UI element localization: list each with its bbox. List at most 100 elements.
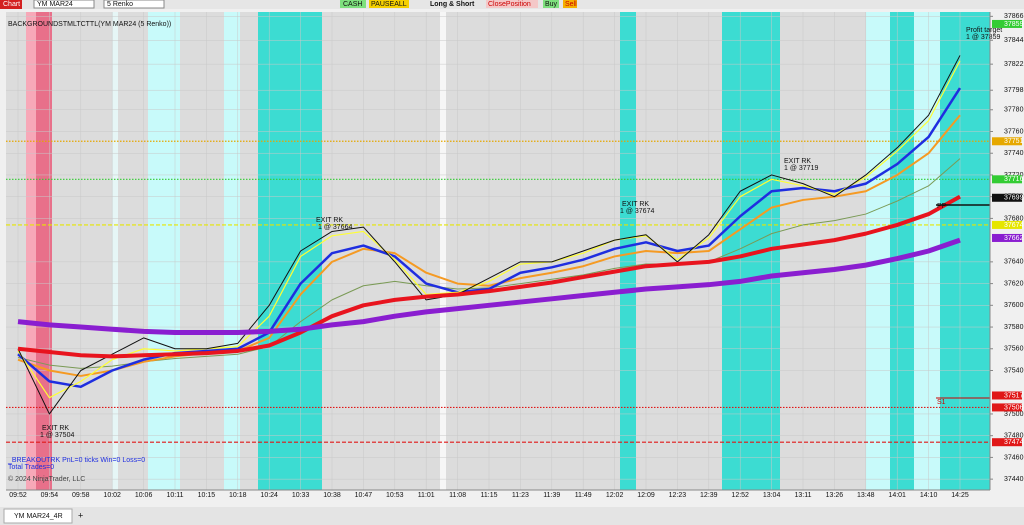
x-tick-label: 10:15 [198,492,216,499]
annotation-detail: 1 @ 37504 [40,432,74,439]
level-badge [992,137,1022,146]
band [722,12,780,490]
y-tick-label: 37600 [1004,302,1024,309]
x-tick-label: 10:24 [260,492,278,499]
annotation-title: EXIT RK [784,158,811,165]
level-badge [992,391,1022,400]
axis-labels: 37440 37460 37480 37500 37540 37560 37580 37600… [9,13,1023,499]
close-button[interactable] [486,0,538,8]
x-tick-label: 14:25 [951,492,969,499]
sell-button[interactable] [563,0,577,8]
band [620,12,636,490]
level-badge [992,193,1022,202]
instrument-select[interactable] [33,0,95,9]
y-tick-label: 37560 [1004,346,1024,353]
series-line [17,194,961,359]
level-label: 37716 [1004,176,1024,183]
cash-button[interactable] [340,0,366,8]
level-badge [992,438,1022,447]
x-tick-label: 10:18 [229,492,247,499]
tab[interactable] [3,508,73,524]
annotation-title: EXIT RK [316,217,343,224]
x-tick-label: 11:15 [481,492,498,499]
y-tick-label: 37866 [1004,13,1024,20]
instrument: YM MAR24 [37,1,73,8]
x-tick-label: 14:01 [888,492,906,499]
x-tick-label: 09:58 [72,492,90,499]
y-tick-label: 37680 [1004,215,1024,222]
y-tick-label: 37780 [1004,107,1024,114]
grid [6,12,990,490]
y-tick-label: 37580 [1004,324,1024,331]
level-badge [992,220,1022,229]
add-tab[interactable]: + [78,510,83,520]
x-tick-label: 09:54 [41,492,59,499]
tab-label: YM MAR24_4R [14,513,63,520]
x-tick-label: 10:06 [135,492,153,499]
button-label: ClosePosition [488,1,531,8]
x-tick-label: 12:39 [700,492,718,499]
x-tick-label: 11:23 [512,492,529,499]
tab-bar [0,507,1024,525]
pause-button[interactable] [369,0,409,8]
band [148,12,180,490]
x-tick-label: 11:08 [449,492,466,499]
band [440,12,446,490]
x-tick-label: 10:53 [386,492,404,499]
series-line [17,55,961,415]
level-label: 37474 [1004,439,1024,446]
y-tick-label: 37844 [1004,37,1024,44]
x-tick-label: 14:10 [920,492,938,499]
x-tick-label: 12:23 [669,492,687,499]
x-tick-label: 12:02 [606,492,624,499]
y-tick-label: 37460 [1004,454,1024,461]
copyright: © 2024 NinjaTrader, LLC [8,475,85,483]
buy-button[interactable] [543,0,559,8]
level-badge [992,403,1022,412]
strategy-status: _BREAKOUTRK PnL=0 ticks Win=0 Loss=0 [7,457,145,464]
y-tick-label: 37760 [1004,128,1024,135]
annotation-detail: 1 @ 37859 [966,34,1000,41]
band [866,12,890,490]
bartype-select[interactable] [103,0,165,9]
indicator-label: BACKGROUNDSTMLTCTTL(YM MAR24 (5 Renko)) [8,21,171,28]
y-tick-label: 37720 [1004,172,1024,179]
y-tick-label: 37620 [1004,280,1024,287]
level-label: 37506 [1004,404,1024,411]
pivot-label: PP [937,203,947,210]
annotation-detail: 1 @ 37664 [318,224,352,231]
level-badge [992,175,1022,184]
band [26,12,36,490]
x-tick-label: 13:26 [826,492,844,499]
button-label: PAUSEALL [371,1,407,8]
y-tick-label: 37440 [1004,476,1024,483]
x-tick-label: 13:11 [795,492,812,499]
button-label: Buy [545,1,558,8]
app-button[interactable] [0,0,22,9]
x-tick-label: 09:52 [9,492,27,499]
y-tick-label: 37480 [1004,433,1024,440]
y-tick-label: 37500 [1004,411,1024,418]
y-tick-label: 37640 [1004,259,1024,266]
button-label[interactable]: Long & Short [430,1,475,8]
x-tick-label: 10:33 [292,492,310,499]
band [890,12,914,490]
band [112,12,118,490]
x-tick-label: 10:11 [167,492,184,499]
level-badge [992,19,1022,28]
x-tick-label: 13:48 [857,492,875,499]
levels [6,140,990,443]
strategy-status: Total Trades=0 [8,464,54,471]
x-tick-label: 10:47 [355,492,373,499]
x-tick-label: 13:04 [763,492,781,499]
level-badge [992,233,1022,242]
annotations: EXIT RK 1 @ 37504 EXIT RK 1 @ 37664 EXIT… [40,27,1002,439]
level-label: 37859 [1004,21,1024,28]
band [258,12,322,490]
y-tick-label: 37798 [1004,87,1024,94]
x-tick-label: 11:49 [575,492,592,499]
level-label: 37699 [1004,195,1024,202]
series-line [17,237,961,335]
bar-type: 5 Renko [107,1,133,8]
